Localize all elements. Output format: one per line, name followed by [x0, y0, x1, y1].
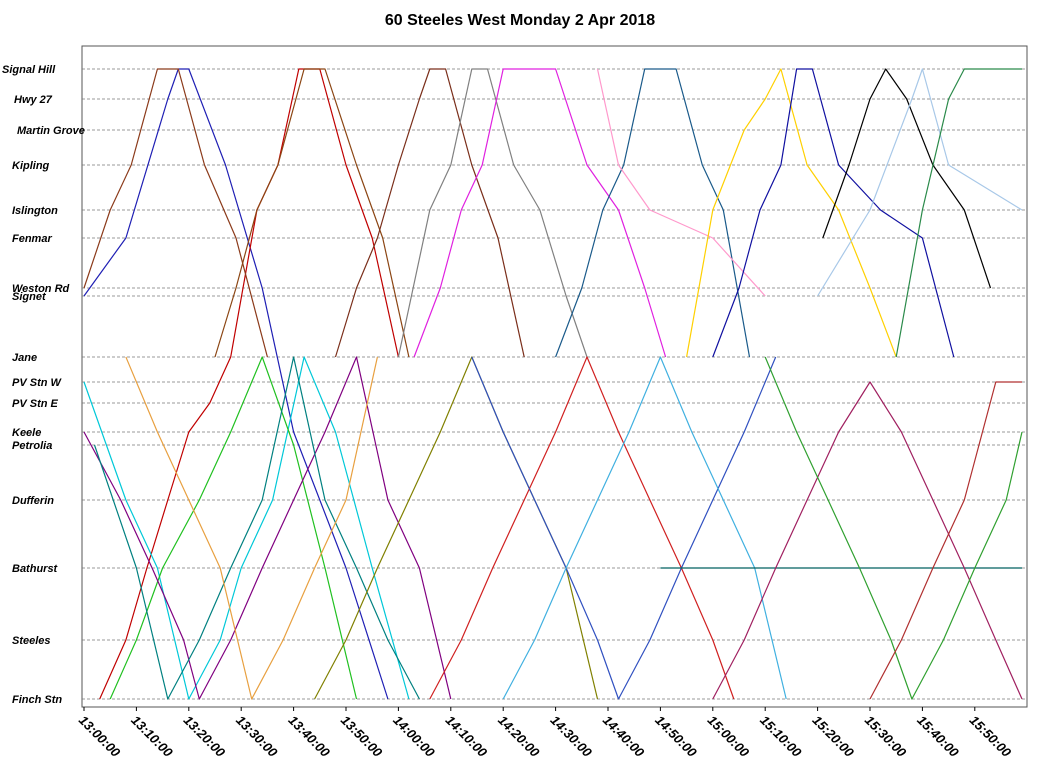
trip-line — [83, 356, 410, 700]
x-tick-label: 14:20:00 — [495, 713, 543, 761]
x-tick-label: 13:40:00 — [285, 713, 333, 761]
x-tick-label: 15:30:00 — [862, 713, 910, 761]
stop-label: Signet — [12, 291, 47, 303]
x-tick-label: 14:00:00 — [390, 713, 438, 761]
trip-line — [471, 356, 777, 700]
trip-line — [429, 356, 735, 700]
stop-label: Keele — [12, 427, 41, 439]
stop-label: PV Stn W — [12, 377, 63, 389]
x-tick-label: 15:00:00 — [705, 713, 753, 761]
trip-line — [214, 68, 410, 358]
trip-line — [596, 68, 766, 297]
stop-label: Islington — [12, 205, 58, 217]
x-tick-label: 15:40:00 — [914, 713, 962, 761]
x-tick-label: 15:20:00 — [809, 713, 857, 761]
trip-line — [822, 68, 992, 289]
stop-label: Fenmar — [12, 233, 52, 245]
stop-label: Signal Hill — [2, 64, 56, 76]
stop-label: Hwy 27 — [14, 94, 53, 106]
chart-title: 60 Steeles West Monday 2 Apr 2018 — [384, 12, 656, 29]
stop-label: Finch Stn — [12, 694, 62, 706]
stop-label: Dufferin — [12, 495, 54, 507]
x-tick-label: 13:30:00 — [233, 713, 281, 761]
x-tick-label: 13:20:00 — [181, 713, 229, 761]
trip-line — [712, 68, 955, 358]
trip-line — [502, 356, 787, 700]
trip-line — [413, 68, 667, 358]
trip-line — [397, 68, 588, 358]
x-tick-label: 15:10:00 — [757, 713, 805, 761]
x-tick-label: 14:50:00 — [652, 713, 700, 761]
trip-line — [334, 68, 525, 358]
x-tick-label: 15:50:00 — [967, 713, 1015, 761]
x-tick-label: 13:50:00 — [338, 713, 386, 761]
x-tick-label: 14:40:00 — [600, 713, 648, 761]
trip-line — [83, 68, 268, 358]
trip-line — [869, 381, 1022, 700]
stop-labels: Signal Hill Hwy 27 Martin Grove Kipling Isli… — [2, 64, 85, 706]
stop-gridlines — [82, 68, 1027, 700]
x-tick-label: 13:10:00 — [128, 713, 176, 761]
trip-line — [99, 68, 399, 700]
stop-label: Bathurst — [12, 563, 59, 575]
trip-line — [125, 356, 378, 700]
trip-lines — [83, 68, 1023, 700]
x-tick-label: 14:10:00 — [443, 713, 491, 761]
stop-label: Kipling — [12, 160, 50, 172]
stop-label: Steeles — [12, 635, 51, 647]
stop-label: Martin Grove — [17, 125, 85, 137]
x-tick-label: 13:00:00 — [76, 713, 124, 761]
trip-line — [817, 68, 1023, 297]
trip-line — [555, 68, 751, 358]
x-tick-label: 14:30:00 — [547, 713, 595, 761]
stop-label: PV Stn E — [12, 398, 59, 410]
trip-line — [109, 356, 358, 700]
trip-line — [764, 356, 1023, 700]
stop-label: Weston Rd — [12, 283, 70, 295]
plot-frame — [81, 45, 1028, 708]
trip-line — [895, 68, 1022, 358]
stop-label: Jane — [12, 352, 37, 364]
trip-line — [83, 356, 452, 700]
trip-line — [314, 356, 599, 700]
time-ticks: 13:00:00 13:10:00 13:20:00 13:30:00 13:40:00… — [76, 707, 1015, 760]
stop-label: Petrolia — [12, 440, 52, 452]
trip-line — [93, 356, 420, 700]
trip-line — [83, 68, 389, 700]
trip-line — [712, 381, 1023, 700]
trip-line — [686, 68, 897, 358]
